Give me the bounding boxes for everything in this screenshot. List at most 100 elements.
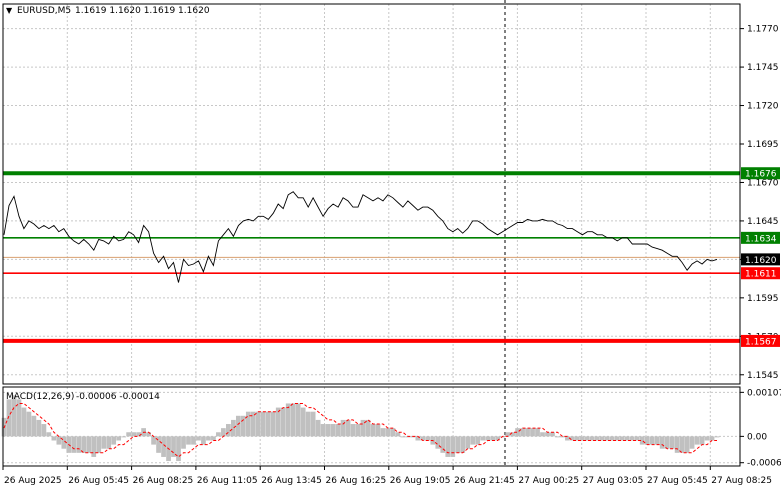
time-axis[interactable]: 26 Aug 2025 26 Aug 05:45 26 Aug 08:25 26 Au… — [2, 466, 772, 486]
macd-histogram-bar — [111, 436, 117, 445]
macd-histogram-bar — [46, 432, 52, 437]
symbol-menu-icon[interactable]: ▼ — [6, 6, 13, 15]
macd-histogram-bar — [146, 432, 151, 437]
macd-histogram-bar — [450, 436, 456, 457]
macd-histogram-bar — [480, 436, 486, 441]
time-tick-label: 26 Aug 08:25 — [133, 476, 194, 486]
macd-histogram-bar — [181, 436, 186, 449]
macd-histogram-bar — [86, 436, 92, 453]
time-tick-label: 27 Aug 05:45 — [647, 476, 708, 486]
macd-histogram-bar — [201, 436, 206, 445]
level-price-tag — [741, 167, 780, 180]
macd-histogram-bar — [495, 436, 501, 441]
macd-histogram-bar — [370, 424, 376, 437]
macd-histogram-bar — [315, 419, 321, 437]
macd-signal-line — [3, 403, 717, 458]
macd-histogram-bar — [699, 436, 705, 445]
macd-histogram-bar — [156, 436, 161, 453]
macd-histogram-bar — [505, 432, 510, 437]
current-price-tag — [741, 253, 780, 266]
price-grid — [2, 4, 740, 384]
macd-histogram-bar — [21, 407, 27, 437]
macd-histogram-bar — [530, 428, 535, 437]
macd-histogram-bar — [41, 424, 47, 437]
macd-tick-label: 0.00107 — [747, 388, 781, 398]
macd-histogram-bar — [659, 436, 665, 449]
macd-values: -0.00006 -0.00014 — [76, 392, 160, 402]
macd-histogram-bar — [345, 419, 351, 437]
macd-histogram-bar — [550, 432, 555, 437]
macd-histogram-bar — [221, 428, 226, 437]
macd-histogram-bar — [260, 411, 266, 437]
macd-histogram-bar — [440, 436, 446, 453]
macd-histogram-bar — [520, 428, 525, 437]
macd-histogram-bar — [61, 436, 67, 449]
macd-histogram-bar — [295, 403, 301, 437]
macd-histogram-bar — [415, 436, 421, 441]
macd-axis[interactable]: 0.00107 0.00 -0.00064 — [740, 388, 781, 469]
macd-histogram-bar — [624, 436, 630, 441]
macd-histogram-bar — [11, 395, 17, 437]
time-tick-label: 27 Aug 00:25 — [518, 476, 579, 486]
macd-histogram-bar — [191, 436, 196, 445]
macd-histogram-bar — [525, 428, 530, 437]
macd-histogram-bar — [51, 436, 57, 441]
macd-histogram-bar — [395, 432, 401, 437]
macd-histogram-bar — [171, 436, 176, 457]
macd-histogram-bar — [490, 436, 496, 441]
macd-histogram-bar — [594, 436, 600, 441]
symbol-label: EURUSD,M5 — [17, 6, 71, 16]
macd-histogram-bar — [235, 415, 241, 437]
macd-histogram-bar — [305, 411, 311, 437]
macd-histogram-bar — [56, 436, 62, 445]
macd-histogram-bar — [565, 436, 570, 441]
price-tick-label: 1.1545 — [747, 371, 779, 381]
time-tick-label: 27 Aug 08:25 — [711, 476, 772, 486]
macd-histogram-bar — [355, 424, 361, 437]
price-tick-label: 1.1745 — [747, 63, 779, 73]
macd-histogram-bar — [709, 436, 715, 441]
macd-histogram-bar — [265, 411, 271, 437]
time-tick-label: 26 Aug 19:05 — [390, 476, 451, 486]
macd-histogram-bar — [400, 436, 406, 438]
macd-histogram-bar — [161, 436, 166, 457]
macd-histogram-bar — [654, 436, 660, 445]
time-tick-label: 26 Aug 13:45 — [261, 476, 322, 486]
macd-histogram-bar — [240, 415, 246, 437]
level-price-tag — [741, 267, 780, 280]
macd-histogram-bar — [300, 407, 306, 437]
time-tick-label: 26 Aug 21:45 — [454, 476, 515, 486]
macd-histogram-bar — [704, 436, 710, 441]
macd-histogram-bar — [425, 436, 431, 441]
macd-histogram-bar — [255, 411, 261, 437]
macd-histogram-bar — [445, 436, 451, 457]
macd-histogram-bar — [360, 419, 366, 437]
macd-histogram-bar — [71, 436, 77, 453]
current-price-label: 1.1620 — [745, 256, 777, 266]
macd-histogram-bar — [131, 432, 137, 437]
price-tick-label: 1.1720 — [747, 102, 779, 112]
macd-histogram-bar — [580, 436, 585, 441]
macd-histogram-bar — [96, 436, 102, 453]
horizontal-levels[interactable] — [3, 171, 740, 343]
level-price-label: 1.1611 — [745, 270, 777, 280]
macd-histogram-bar — [599, 436, 605, 441]
macd-histogram-bar — [176, 436, 181, 462]
macd-histogram-bar — [116, 436, 122, 441]
macd-histogram-bar — [335, 424, 341, 437]
macd-label: MACD(12,26,9) — [6, 392, 74, 402]
macd-histogram-bar — [275, 407, 281, 437]
macd-histogram-bar — [186, 436, 191, 445]
macd-histogram-bar — [535, 428, 540, 437]
macd-tick-label: 0.00 — [747, 432, 767, 442]
macd-histogram-bar — [270, 411, 276, 437]
time-tick-label: 27 Aug 03:05 — [583, 476, 644, 486]
macd-histogram-bar — [226, 424, 231, 437]
macd-histogram-bar — [325, 424, 331, 437]
macd-histogram-bar — [365, 419, 371, 437]
macd-histogram-bar — [590, 436, 595, 441]
macd-histogram-bar — [31, 415, 37, 437]
macd-histogram-bar — [211, 436, 216, 441]
